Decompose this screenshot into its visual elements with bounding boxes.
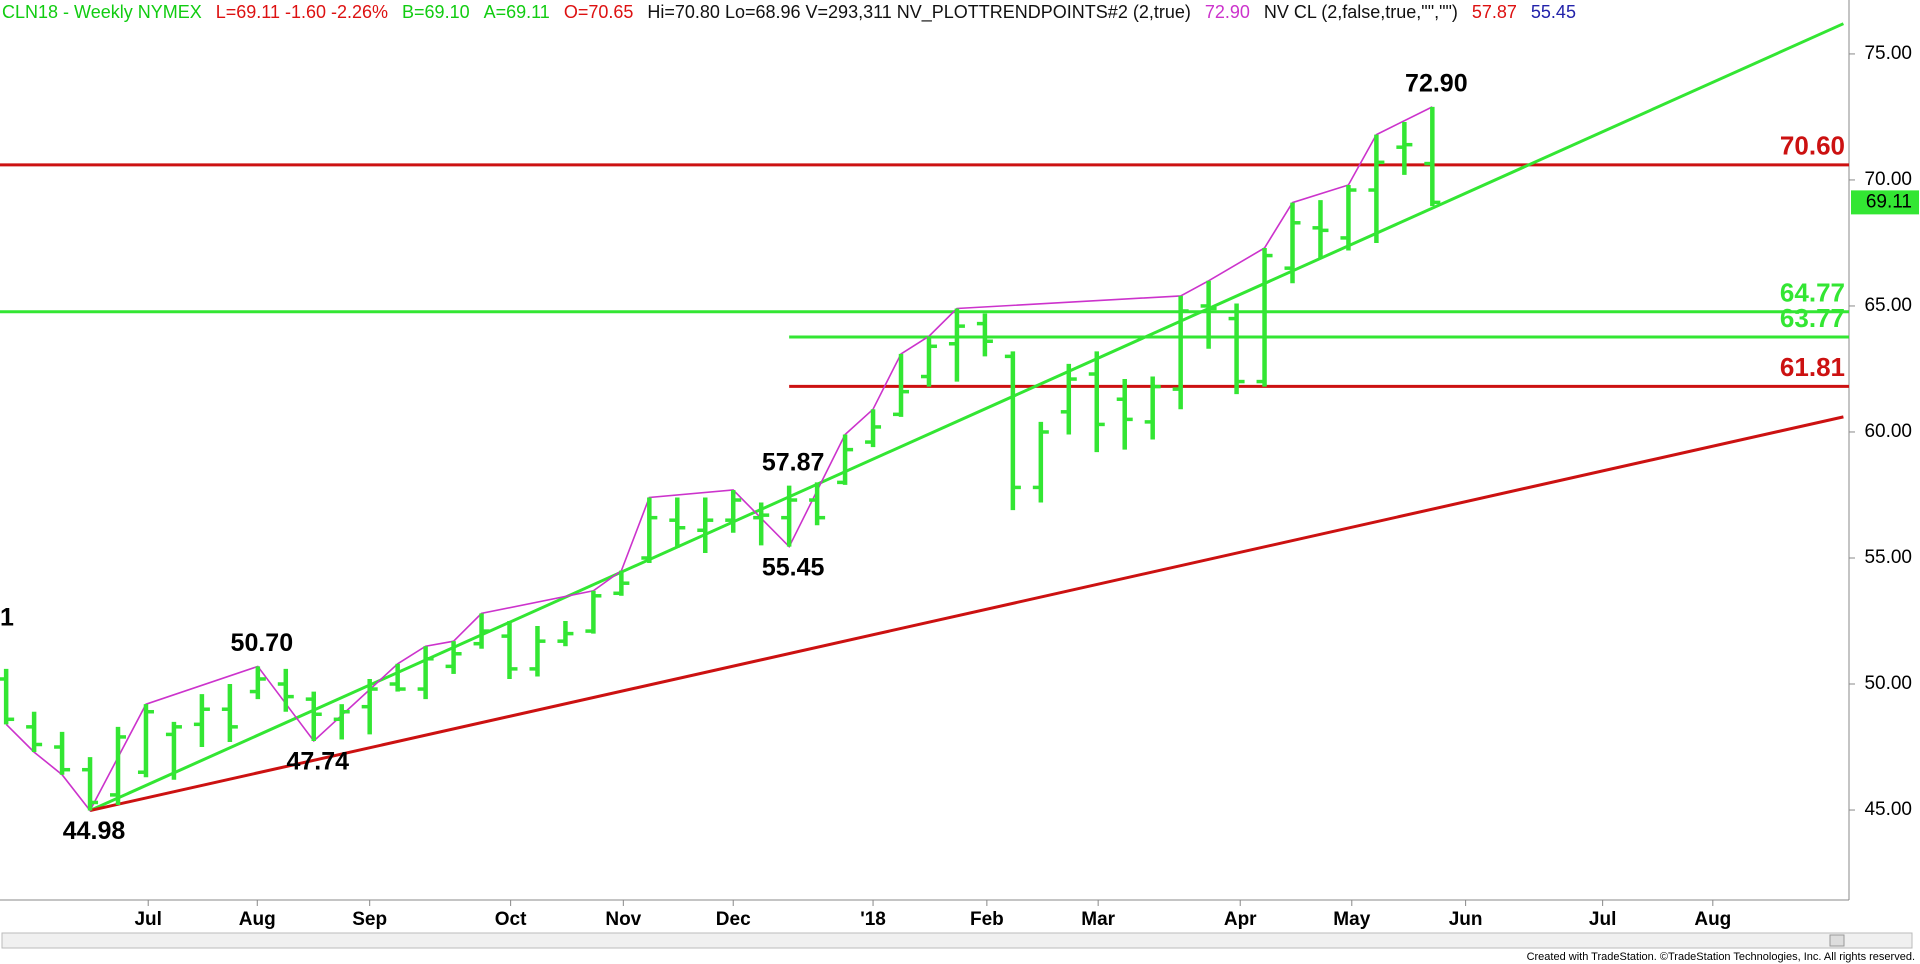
- header-item: CLN18 - Weekly NYMEX: [2, 2, 202, 22]
- trend-line: [89, 22, 1845, 812]
- y-tick-label: 75.00: [1864, 43, 1912, 64]
- pivot-label: 50.70: [231, 629, 294, 657]
- x-tick-label: Apr: [1224, 909, 1257, 930]
- scrollbar[interactable]: [1, 932, 1913, 949]
- x-tick-label: Jun: [1449, 909, 1483, 930]
- pivot-label: 47.74: [286, 748, 349, 776]
- level-label: 64.77: [1780, 278, 1845, 308]
- edge-label: 1: [0, 604, 14, 632]
- last-price-label: 69.11: [1866, 191, 1912, 212]
- trendpoints-line: [5, 106, 1433, 812]
- y-tick-label: 70.00: [1864, 169, 1912, 190]
- x-tick-label: Aug: [239, 909, 276, 930]
- level-label: 63.77: [1780, 303, 1845, 333]
- header-item: 57.87: [1472, 2, 1517, 22]
- pivot-label: 55.45: [762, 553, 825, 581]
- x-tick-label: Jul: [1589, 909, 1616, 930]
- x-tick-label: '18: [860, 909, 886, 930]
- x-tick-label: Sep: [352, 909, 387, 930]
- header-item: L=69.11 -1.60 -2.26%: [216, 2, 388, 22]
- x-tick-label: Dec: [716, 909, 751, 930]
- header-item: O=70.65: [564, 2, 634, 22]
- trend-line: [89, 415, 1844, 812]
- y-tick-label: 50.00: [1864, 673, 1912, 694]
- pivot-label: 44.98: [63, 817, 126, 845]
- footer: Created with TradeStation. ©TradeStation…: [1527, 951, 1915, 963]
- x-tick-label: May: [1333, 909, 1370, 930]
- header-item: 55.45: [1531, 2, 1576, 22]
- header-item: B=69.10: [402, 2, 470, 22]
- x-tick-label: Nov: [605, 909, 641, 930]
- header-item: 72.90: [1205, 2, 1250, 22]
- header: CLN18 - Weekly NYMEX L=69.11 -1.60 -2.26%…: [2, 2, 1576, 23]
- x-tick-label: Jul: [134, 909, 161, 930]
- y-tick-label: 55.00: [1864, 547, 1912, 568]
- scrollbar-thumb[interactable]: [1829, 934, 1845, 947]
- y-tick-label: 45.00: [1864, 799, 1912, 820]
- x-tick-label: Oct: [495, 909, 527, 930]
- level-label: 61.81: [1780, 352, 1845, 382]
- x-tick-label: Mar: [1081, 909, 1115, 930]
- header-item: A=69.11: [484, 2, 550, 22]
- y-tick-label: 60.00: [1864, 421, 1912, 442]
- x-tick-label: Feb: [970, 909, 1004, 930]
- last-price-tag: [1851, 190, 1919, 215]
- header-item: Hi=70.80 Lo=68.96 V=293,311 NV_PLOTTREND…: [647, 2, 1190, 23]
- pivot-label: 57.87: [762, 448, 825, 476]
- y-tick-label: 65.00: [1864, 295, 1912, 316]
- pivot-label: 72.90: [1405, 69, 1468, 97]
- level-label: 70.60: [1780, 131, 1845, 161]
- x-tick-label: Aug: [1694, 909, 1731, 930]
- header-item: NV CL (2,false,true,"",""): [1264, 2, 1458, 22]
